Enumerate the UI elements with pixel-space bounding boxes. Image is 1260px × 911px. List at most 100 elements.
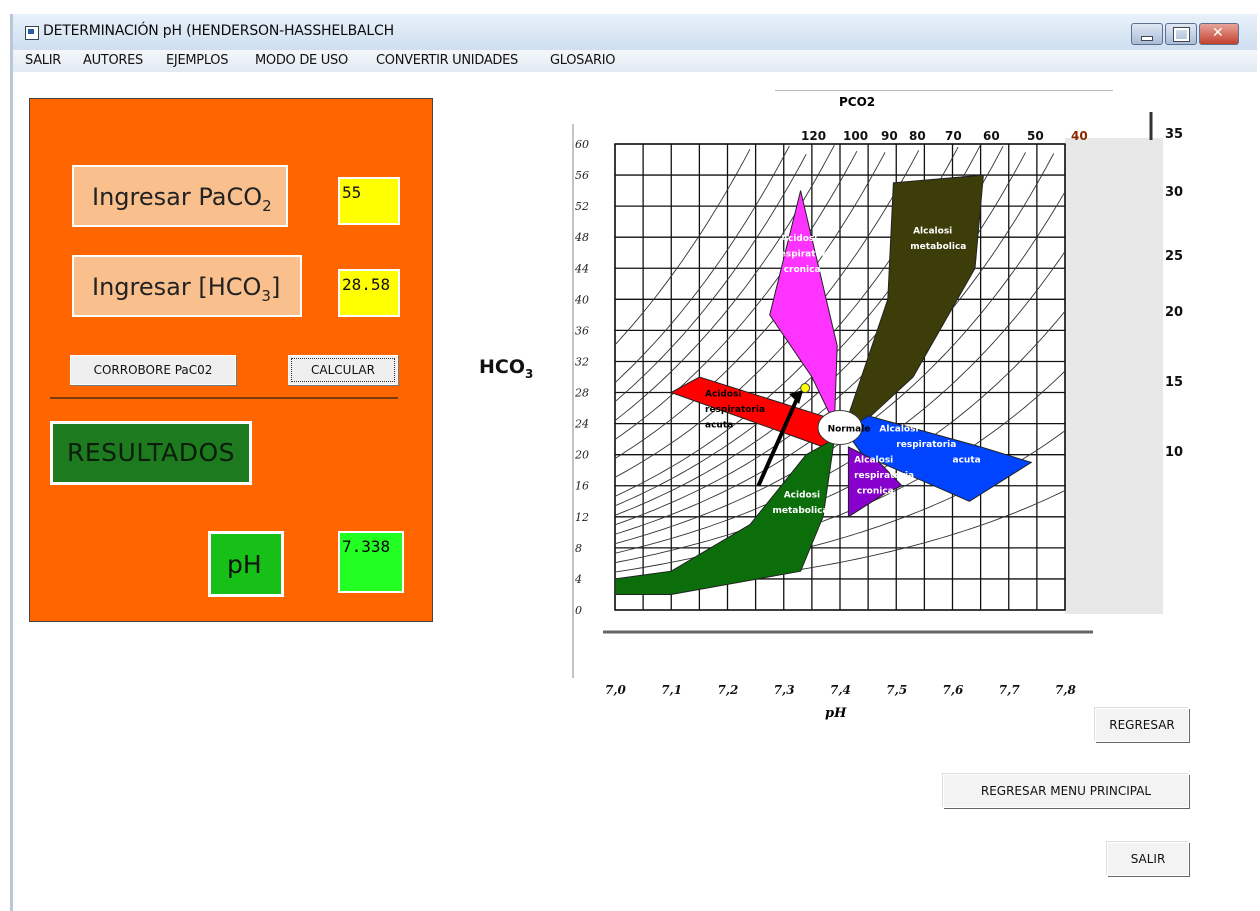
- region-normale: [817, 409, 863, 445]
- label-acidosi-cronica: Acidosi: [781, 234, 817, 244]
- pco2-isobar: [614, 251, 1066, 554]
- x-tick-label: 7,2: [718, 683, 739, 697]
- pco2-tick-label: 70: [945, 129, 962, 143]
- y-tick-label: 48: [574, 231, 589, 244]
- pco2-isobar: [614, 310, 1066, 564]
- menu-convertir-unidades[interactable]: CONVERTIR UNIDADES: [376, 53, 518, 68]
- pco2-tick-label: 100: [843, 129, 868, 143]
- pco2-tick-label: 50: [1027, 129, 1044, 143]
- pco2-tick-label: 80: [909, 129, 926, 143]
- resultados-label: RESULTADOS: [50, 421, 252, 485]
- pco2-tick-label: 60: [983, 129, 1000, 143]
- y-tick-label: 36: [575, 324, 589, 337]
- y-tick-label: 16: [575, 480, 589, 493]
- label-alcalosi-acuta-3: acuta: [953, 455, 981, 465]
- ph-axis-title: pH: [825, 706, 847, 720]
- y-tick-label: 4: [574, 573, 582, 586]
- calcular-button[interactable]: CALCULAR: [288, 355, 398, 385]
- close-icon[interactable]: [1199, 23, 1239, 45]
- x-tick-label: 7,6: [943, 683, 965, 697]
- y-tick-label: 52: [575, 200, 589, 213]
- ph-value: 7.338: [342, 537, 391, 556]
- x-tick-label: 7,3: [774, 683, 795, 697]
- paco2-input[interactable]: 55: [338, 177, 400, 225]
- y-tick-label: 12: [575, 511, 589, 524]
- pco2-isobar: [614, 145, 790, 384]
- label-acidosi-acuta: Acidosi: [705, 389, 741, 399]
- x-tick-label: 7,5: [886, 683, 907, 697]
- corrobore-paco2-button[interactable]: CORROBORE PaC02: [70, 355, 236, 385]
- regresar-menu-principal-button[interactable]: REGRESAR MENU PRINCIPAL: [943, 774, 1189, 808]
- result-arrow-head: [789, 390, 804, 405]
- x-tick-label: 7,0: [605, 683, 627, 697]
- minimize-icon[interactable]: [1131, 23, 1163, 45]
- y-tick-label: 56: [575, 169, 589, 182]
- y-tick-label: 0: [575, 604, 582, 617]
- label-acidosi-cronica-3: cronica: [784, 265, 821, 275]
- y-tick-label: 20: [574, 449, 589, 462]
- chart-right-panel: [1065, 138, 1163, 614]
- result-marker: [800, 383, 811, 394]
- right-scale-label: 25: [1165, 249, 1183, 264]
- label-alcalosi-metabolica: Alcalosi: [913, 226, 952, 236]
- label-alcalosi-acuta: Alcalosi: [879, 424, 918, 434]
- right-scale-label: 10: [1165, 445, 1183, 460]
- hco3-label-close: ]: [270, 273, 281, 301]
- label-alcalosi-cronica-2: respiratoria: [854, 471, 914, 481]
- y-tick-label: 32: [575, 356, 589, 369]
- acid-base-nomogram: Acidosi respiratoria cronica Alcalosi metabo…: [572, 90, 1183, 720]
- label-alcalosi-metabolica-2: metabolica: [910, 242, 966, 252]
- pco2-isobar: [614, 370, 1066, 573]
- panel-separator: [50, 397, 398, 399]
- input-panel: Ingresar PaCO2 55 Ingresar [HCO3] 28.58 …: [29, 98, 433, 622]
- hco3-label-text: Ingresar [HCO: [92, 273, 262, 301]
- y-tick-label: 40: [574, 293, 589, 306]
- y-tick-label: 28: [574, 387, 589, 400]
- x-tick-label: 7,8: [1055, 683, 1077, 697]
- chart-labels: Acidosi respiratoria cronica Alcalosi metabo…: [574, 127, 1183, 697]
- ph-result-field: 7.338: [338, 531, 404, 593]
- app-window: DETERMINACIÓN pH (HENDERSON-HASSHELBALCH…: [10, 14, 1257, 911]
- salir-button[interactable]: SALIR: [1107, 842, 1189, 876]
- region-alcalosi-metabolica: [844, 174, 984, 425]
- menu-bar: SALIR AUTORES EJEMPLOS MODO DE USO CONVE…: [13, 50, 1257, 72]
- x-tick-label: 7,4: [830, 683, 851, 697]
- paco2-label-sub: 2: [262, 197, 272, 215]
- pco2-isobars: [614, 144, 1066, 592]
- label-acidosi-metabolica-2: metabolica: [773, 506, 829, 516]
- menu-modo-de-uso[interactable]: MODO DE USO: [255, 53, 348, 68]
- ph-label: pH: [208, 531, 284, 597]
- pco2-isobar: [614, 153, 807, 403]
- label-acidosi-cronica-2: respiratoria: [775, 250, 835, 260]
- hco3-input[interactable]: 28.58: [338, 269, 400, 317]
- pco2-tick-label: 90: [881, 129, 898, 143]
- right-scale-label: 35: [1165, 127, 1183, 142]
- hco3-value: 28.58: [342, 275, 391, 294]
- menu-autores[interactable]: AUTORES: [83, 53, 143, 68]
- hco3-label-sub: 3: [261, 287, 271, 305]
- paco2-label: Ingresar PaCO2: [72, 165, 288, 227]
- menu-ejemplos[interactable]: EJEMPLOS: [166, 53, 229, 68]
- pco2-tick-label: 120: [801, 129, 826, 143]
- app-icon: [25, 26, 39, 40]
- pco2-isobar: [614, 150, 858, 440]
- region-acidosi-respiratoria-cronica: [769, 190, 838, 424]
- chart-grid: [614, 143, 1066, 611]
- maximize-icon[interactable]: [1165, 23, 1197, 45]
- menu-glosario[interactable]: GLOSARIO: [550, 53, 616, 68]
- hco3-axis-label-text: HCO: [479, 356, 525, 378]
- x-tick-label: 7,7: [999, 683, 1021, 697]
- y-tick-label: 8: [575, 542, 582, 555]
- menu-salir[interactable]: SALIR: [25, 53, 61, 68]
- label-acidosi-acuta-3: acuta: [705, 421, 733, 431]
- regresar-button[interactable]: REGRESAR: [1095, 708, 1189, 742]
- result-arrow: [756, 393, 801, 487]
- window-title: DETERMINACIÓN pH (HENDERSON-HASSHELBALCH: [43, 23, 394, 39]
- right-scale-label: 15: [1165, 375, 1183, 390]
- label-normale: Normale: [828, 424, 871, 434]
- hco3-axis-label-sub: 3: [525, 366, 534, 381]
- title-bar: DETERMINACIÓN pH (HENDERSON-HASSHELBALCH: [13, 14, 1257, 51]
- y-tick-label: 60: [575, 138, 589, 151]
- right-scale-label: 20: [1165, 305, 1183, 320]
- label-acidosi-acuta-2: respiratoria: [705, 405, 765, 415]
